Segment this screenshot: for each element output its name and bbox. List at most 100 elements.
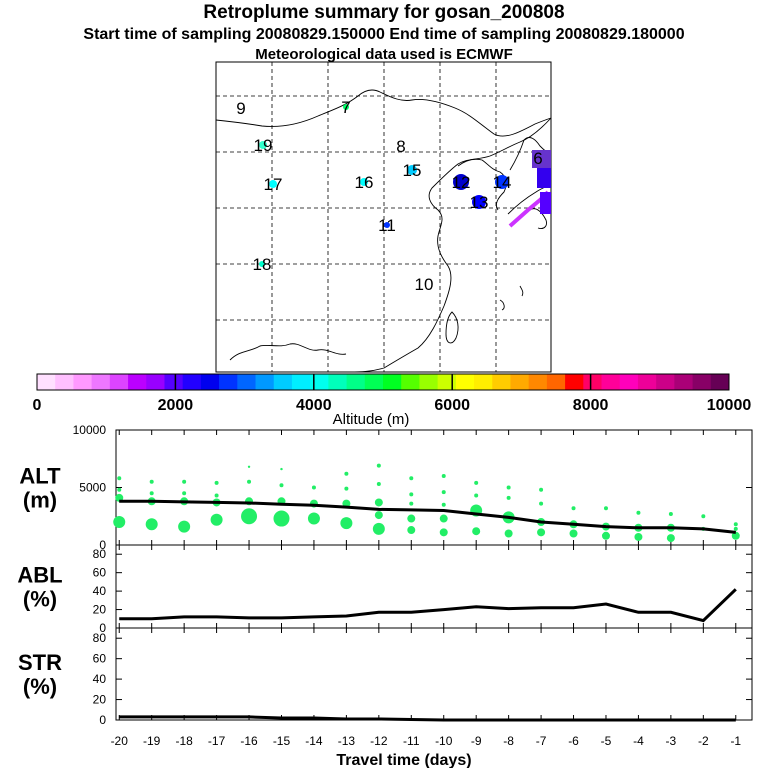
map-gridlines — [216, 62, 551, 372]
x-tick-label: -3 — [666, 734, 677, 748]
alt-scatter-point — [409, 501, 414, 506]
alt-scatter-point — [214, 493, 219, 498]
alt-scatter-point — [701, 514, 706, 519]
colorbar-cell — [37, 374, 56, 390]
colorbar-cell — [109, 374, 129, 390]
colorbar-cell — [455, 374, 475, 390]
x-tick-label: -13 — [338, 734, 356, 748]
colorbar-label: Altitude (m) — [333, 411, 410, 428]
x-tick-label: -15 — [273, 734, 291, 748]
alt-scatter-point — [374, 511, 383, 520]
x-axis-label: Travel time (days) — [336, 752, 471, 768]
x-tick-label: -14 — [305, 734, 323, 748]
alt-scatter-point — [636, 510, 641, 515]
alt-scatter-point — [247, 465, 251, 468]
alt-scatter-point — [441, 474, 446, 478]
colorbar-tick-label: 8000 — [573, 397, 609, 414]
str-ytick-label: 0 — [99, 713, 106, 727]
sampling-time-line: Start time of sampling 20080829.150000 E… — [83, 26, 685, 43]
colorbar-cell — [328, 374, 348, 390]
map-marker-label: 7 — [341, 98, 350, 117]
map-marker-dot — [269, 180, 277, 188]
time-series-panels: 0500010000ALT(m)020406080ABL(%)020406080… — [17, 423, 753, 768]
alt-scatter-point — [474, 493, 479, 498]
colorbar-cell — [656, 374, 675, 390]
map-marker-label: 15 — [403, 161, 422, 180]
alt-scatter-point — [668, 511, 673, 516]
map-marker-dot — [472, 195, 486, 209]
map-marker-dot — [259, 141, 267, 149]
map-marker-dot — [453, 174, 469, 190]
map-marker-label: 9 — [236, 99, 245, 118]
colorbar-cell — [674, 374, 694, 390]
str-ytick-label: 40 — [93, 672, 107, 686]
alt-scatter-point — [273, 510, 290, 527]
abl-ytick-label: 40 — [93, 584, 107, 598]
str-frame — [115, 627, 753, 721]
colorbar-cell — [401, 374, 420, 390]
alt-ylabel: (m) — [23, 488, 57, 513]
alt-scatter-point — [214, 480, 219, 485]
colorbar-cell — [510, 374, 530, 390]
map-markers: 9 7 19 8 17 16 15 12 14 6 13 11 18 10 — [236, 98, 542, 294]
colorbar-tick-label: 0 — [33, 397, 42, 414]
colorbar-cell — [437, 374, 457, 390]
colorbar-cell — [383, 374, 402, 390]
abl-panel: 0 20 40 60 80 ABL(%) — [17, 544, 753, 635]
colorbar-cell — [128, 374, 147, 390]
alt-scatter-point — [634, 532, 643, 541]
colorbar-cell — [73, 374, 93, 390]
alt-ytick-label: 0 — [99, 538, 106, 552]
alt-scatter-point — [178, 520, 191, 533]
map-marker-dot — [407, 165, 417, 175]
alt-scatter-point — [117, 476, 122, 481]
alt-scatter-point — [241, 508, 258, 525]
x-tick-label: -7 — [536, 734, 547, 748]
colorbar-cell — [55, 374, 74, 390]
alt-scatter-point — [307, 512, 320, 525]
alt-scatter-point — [409, 492, 414, 497]
colorbar-cell — [492, 374, 511, 390]
colorbar-cell — [692, 374, 712, 390]
abl-series-line — [119, 588, 737, 623]
map-marker-label: 8 — [396, 137, 405, 156]
map-marker-label: 19 — [254, 136, 273, 155]
alt-scatter-point — [340, 517, 353, 530]
alt-scatter-point — [441, 502, 446, 507]
colorbar: 0 2000 4000 6000 8000 10000 Altitude (m) — [33, 373, 751, 428]
colorbar-cell — [200, 374, 220, 390]
alt-scatter-point — [344, 486, 349, 491]
str-ytick-label: 20 — [93, 693, 107, 707]
colorbar-cell — [601, 374, 621, 390]
x-tick-label: -8 — [503, 734, 514, 748]
alt-scatter-point — [504, 529, 513, 538]
map-marker-label: 18 — [253, 255, 272, 274]
alt-scatter-point — [537, 528, 546, 537]
x-tick-label: -19 — [143, 734, 161, 748]
map-marker-dot — [384, 222, 390, 228]
colorbar-cell — [310, 374, 329, 390]
x-tick-label: -16 — [240, 734, 258, 748]
alt-scatter-point — [182, 479, 187, 484]
colorbar-cell — [91, 374, 111, 390]
x-tick-label: -1 — [730, 734, 741, 748]
alt-scatter-point — [409, 476, 414, 481]
x-tick-label: -20 — [111, 734, 129, 748]
alt-scatter-point — [113, 516, 126, 528]
map-marker-label: 14 — [493, 173, 512, 192]
colorbar-tick-label: 4000 — [296, 397, 332, 414]
map-marker-label: 10 — [415, 275, 434, 294]
colorbar-cell — [182, 374, 202, 390]
alt-scatter-point — [439, 514, 448, 523]
x-tick-label: -12 — [370, 734, 388, 748]
alt-scatter-point — [279, 483, 284, 488]
str-ytick-label: 80 — [93, 631, 107, 645]
colorbar-cell — [619, 374, 639, 390]
map-marker-label: 12 — [452, 173, 471, 192]
plume-patch-south — [540, 192, 551, 214]
alt-scatter-point — [539, 487, 544, 492]
abl-ytick-label: 80 — [93, 547, 107, 561]
str-ylabel: (%) — [23, 674, 57, 699]
colorbar-cell — [146, 374, 165, 390]
